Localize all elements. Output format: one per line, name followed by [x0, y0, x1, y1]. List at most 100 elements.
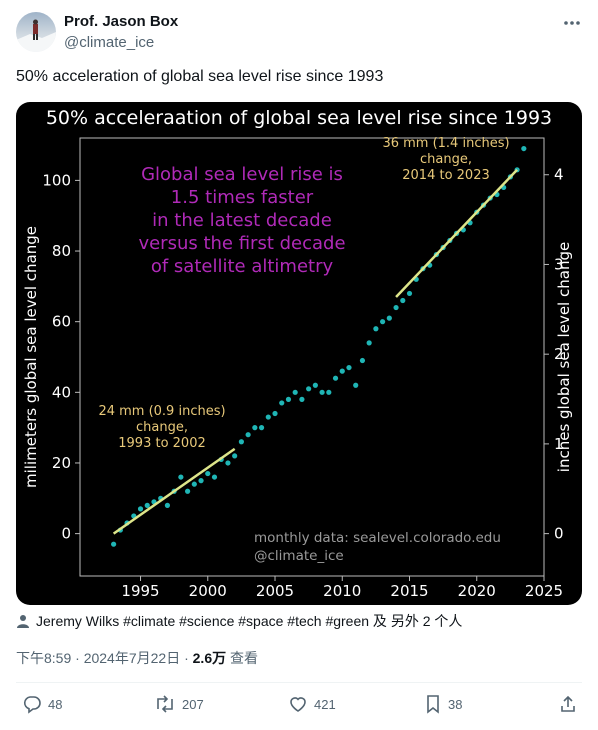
data-point — [252, 425, 258, 431]
y-tick-label: 60 — [52, 313, 71, 331]
more-options-icon[interactable] — [560, 13, 584, 33]
y-tick-label: 20 — [52, 454, 71, 472]
late-change-line: 36 mm (1.4 inches) — [382, 136, 509, 151]
reply-count: 48 — [48, 696, 63, 712]
headline-annotation: Global sea level rise is1.5 times faster… — [138, 164, 345, 277]
early-change-line: 1993 to 2002 — [118, 436, 205, 451]
data-point — [346, 364, 352, 371]
data-point — [272, 410, 278, 417]
data-point — [312, 382, 318, 388]
y-right-tick-label: 3 — [554, 255, 564, 273]
data-point — [521, 145, 527, 152]
data-point — [205, 470, 211, 477]
data-point — [326, 389, 332, 395]
avatar-image — [16, 19, 56, 52]
early-change-annotation: 24 mm (0.9 inches)change,1993 to 2002 — [98, 404, 225, 451]
y-axis-label-right: inches global sea level change — [555, 242, 573, 472]
headline-line: 1.5 times faster — [171, 187, 314, 208]
data-point — [258, 425, 265, 431]
data-point — [339, 368, 345, 374]
data-point — [232, 453, 238, 459]
data-point — [178, 474, 184, 480]
x-tick-label: 2005 — [256, 582, 294, 600]
y-axis-left: 0 20 40 60 80 100 — [42, 171, 80, 543]
y-right-tick-label: 1 — [554, 435, 564, 453]
trend-lines — [112, 168, 519, 535]
repost-icon — [157, 695, 173, 713]
data-point — [279, 400, 285, 406]
x-tick-label: 2010 — [323, 582, 361, 600]
data-point — [191, 481, 197, 487]
late-change-line: change, — [420, 152, 472, 167]
x-tick-label: 2000 — [189, 582, 227, 600]
early-change-line: 24 mm (0.9 inches) — [98, 404, 225, 419]
reply-button[interactable]: 48 — [22, 694, 62, 714]
data-point — [373, 326, 379, 332]
data-point — [299, 396, 305, 402]
data-point — [265, 414, 271, 420]
data-point — [319, 389, 325, 395]
like-button[interactable]: 421 — [288, 694, 336, 714]
y-right-tick-label: 4 — [554, 166, 564, 184]
headline-line: versus the first decade — [138, 233, 345, 254]
data-point — [245, 432, 251, 438]
data-point — [366, 340, 372, 346]
y-tick-label: 40 — [52, 383, 71, 401]
data-point — [164, 502, 171, 508]
views-label: 查看 — [226, 650, 258, 666]
timestamp[interactable]: 下午8:59 · 2024年7月22日 · — [16, 650, 193, 666]
y-axis-label-left: milimeters global sea level change — [22, 226, 40, 488]
display-name[interactable]: Prof. Jason Box — [64, 13, 179, 30]
y-right-tick-label: 0 — [554, 525, 564, 543]
bookmark-count: 38 — [448, 696, 463, 712]
plot-frame — [79, 137, 545, 577]
y-right-tick-label: 2 — [554, 345, 564, 363]
data-point — [211, 474, 218, 480]
repost-button[interactable]: 207 — [154, 694, 204, 714]
divider — [16, 682, 582, 683]
data-point — [285, 396, 292, 402]
data-point — [292, 389, 298, 395]
data-point — [386, 315, 392, 321]
trend-line — [395, 168, 519, 298]
y-tick-label: 0 — [61, 525, 71, 543]
avatar[interactable] — [16, 12, 56, 52]
person-icon — [17, 615, 29, 628]
data-point — [393, 304, 399, 311]
data-point — [353, 382, 359, 388]
data-point — [359, 357, 366, 364]
late-change-line: 2014 to 2023 — [402, 168, 489, 183]
data-point — [406, 290, 413, 297]
user-handle[interactable]: @climate_ice — [64, 34, 155, 51]
data-point — [144, 502, 150, 508]
headline-line: of satellite altimetry — [151, 256, 334, 277]
y-tick-label: 100 — [42, 171, 71, 189]
data-point — [225, 460, 231, 466]
data-point — [306, 386, 312, 392]
like-count: 421 — [314, 696, 336, 712]
share-button[interactable] — [558, 694, 578, 714]
x-tick-label: 2025 — [525, 582, 563, 600]
early-change-line: change, — [136, 420, 188, 435]
x-tick-label: 1995 — [121, 582, 159, 600]
heart-icon — [290, 697, 306, 712]
tweet-media-chart[interactable]: 50% acceleraation of global sea level ri… — [16, 102, 582, 605]
data-point — [198, 478, 204, 484]
headline-line: Global sea level rise is — [141, 164, 343, 185]
bookmark-icon — [427, 695, 439, 714]
data-point — [238, 439, 244, 445]
tagged-users-text[interactable]: Jeremy Wilks #climate #science #space #t… — [36, 613, 463, 629]
late-change-annotation: 36 mm (1.4 inches)change,2014 to 2023 — [382, 136, 509, 183]
reply-icon — [23, 696, 41, 714]
tweet-text: 50% acceleration of global sea level ris… — [16, 68, 384, 85]
tagged-users-line[interactable]: Jeremy Wilks #climate #science #space #t… — [16, 611, 462, 631]
share-icon — [561, 695, 575, 712]
data-point — [137, 506, 144, 512]
credit-annotation: @climate_ice — [254, 548, 344, 564]
source-annotation: monthly data: sealevel.colorado.edu — [254, 530, 501, 546]
x-axis: 1995 2000 2005 2010 2015 2020 2025 — [121, 576, 563, 600]
repost-count: 207 — [182, 696, 204, 712]
data-point — [380, 319, 386, 325]
chart-title: 50% acceleraation of global sea level ri… — [46, 107, 552, 129]
bookmark-button[interactable]: 38 — [424, 694, 462, 714]
